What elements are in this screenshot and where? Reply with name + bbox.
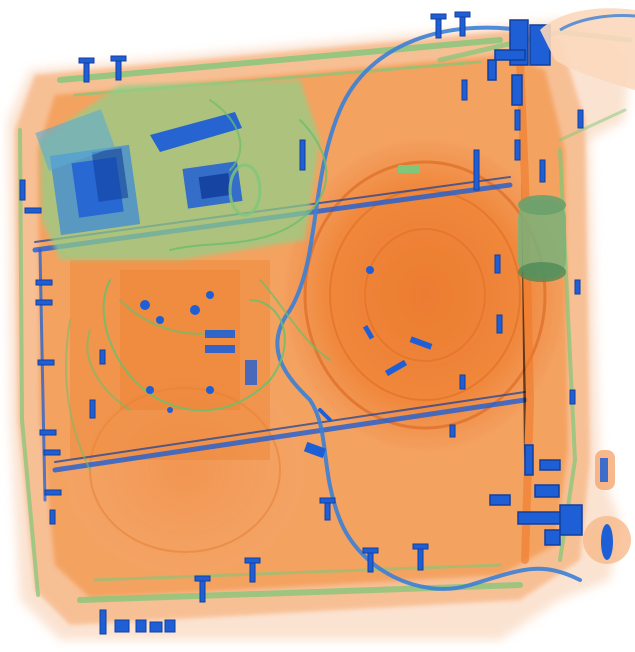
latch-top-right	[487, 19, 551, 106]
cable-green	[65, 99, 331, 471]
chassis-panel	[70, 260, 270, 460]
metal-block-top	[150, 112, 262, 217]
wheel-bottom-right	[583, 516, 631, 564]
panel-components	[140, 291, 257, 413]
latch-bottom-right	[489, 444, 583, 546]
spool-right	[285, 140, 565, 450]
handle-tube-top	[540, 8, 635, 90]
cable-main	[275, 25, 582, 591]
cylinder-canister	[518, 195, 566, 282]
handle-right	[595, 450, 615, 490]
spool-components	[303, 165, 433, 459]
fasteners	[19, 11, 584, 635]
